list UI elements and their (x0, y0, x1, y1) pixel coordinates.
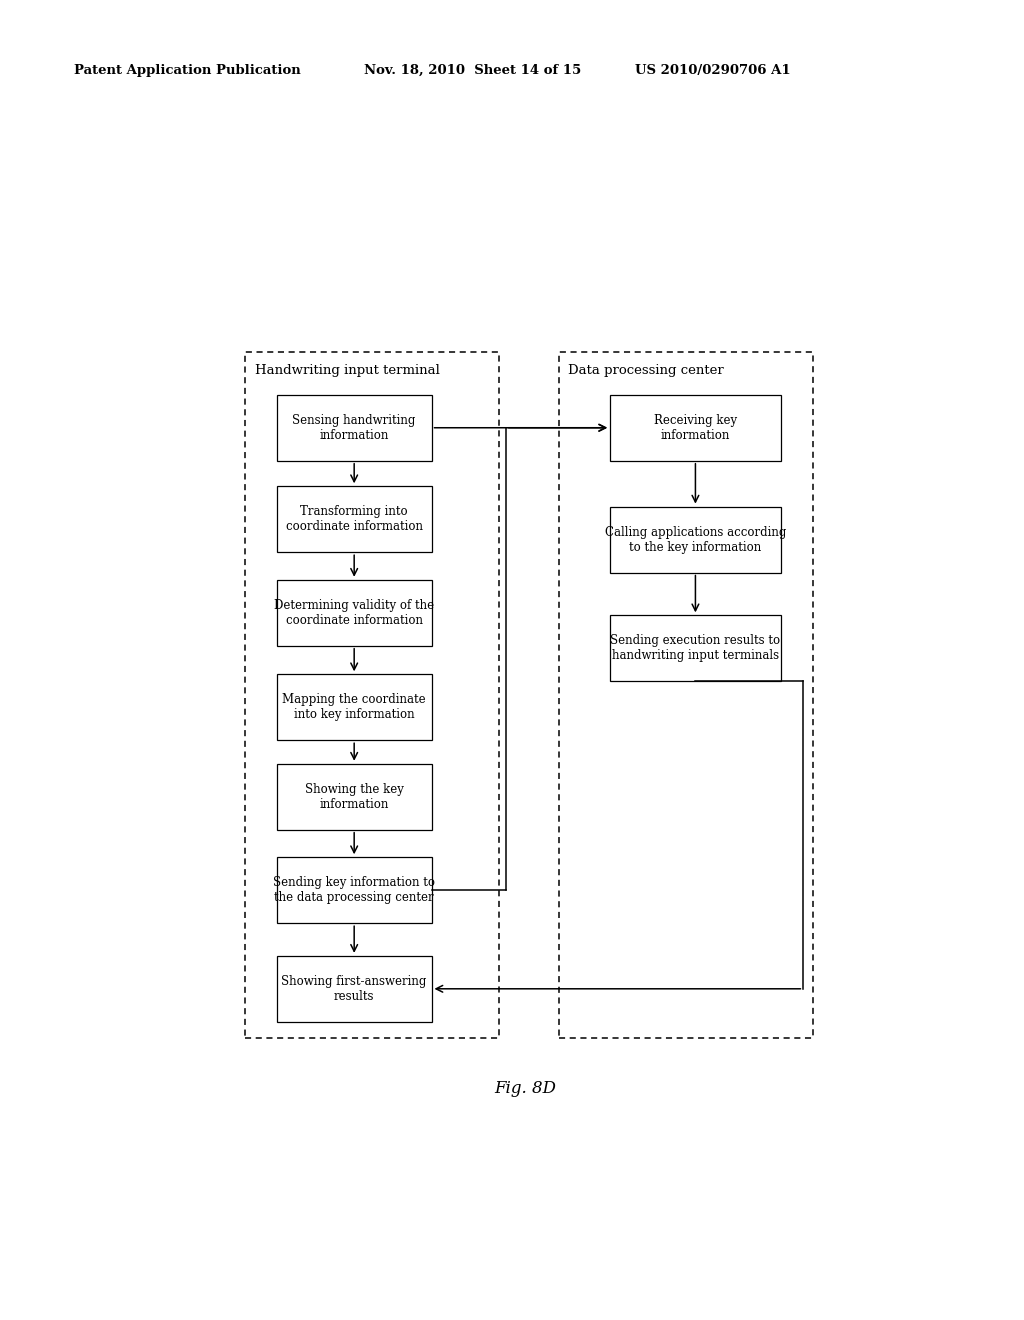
Text: Sensing handwriting
information: Sensing handwriting information (293, 413, 416, 442)
FancyBboxPatch shape (276, 395, 431, 461)
Text: Data processing center: Data processing center (568, 364, 724, 376)
FancyBboxPatch shape (610, 507, 780, 573)
Text: Showing the key
information: Showing the key information (305, 783, 403, 810)
FancyBboxPatch shape (276, 956, 431, 1022)
FancyBboxPatch shape (276, 675, 431, 741)
Text: Receiving key
information: Receiving key information (654, 413, 737, 442)
Text: Showing first-answering
results: Showing first-answering results (282, 974, 427, 1003)
Text: Mapping the coordinate
into key information: Mapping the coordinate into key informat… (283, 693, 426, 721)
Text: Transforming into
coordinate information: Transforming into coordinate information (286, 506, 423, 533)
Text: Patent Application Publication: Patent Application Publication (74, 63, 300, 77)
Text: Handwriting input terminal: Handwriting input terminal (255, 364, 440, 376)
FancyBboxPatch shape (276, 857, 431, 923)
Text: Fig. 8D: Fig. 8D (494, 1080, 556, 1097)
Text: Calling applications according
to the key information: Calling applications according to the ke… (605, 525, 786, 553)
FancyBboxPatch shape (610, 615, 780, 681)
Text: Nov. 18, 2010  Sheet 14 of 15: Nov. 18, 2010 Sheet 14 of 15 (364, 63, 581, 77)
FancyBboxPatch shape (276, 486, 431, 552)
FancyBboxPatch shape (610, 395, 780, 461)
Text: Determining validity of the
coordinate information: Determining validity of the coordinate i… (274, 599, 434, 627)
Text: Sending key information to
the data processing center: Sending key information to the data proc… (273, 876, 435, 904)
Text: US 2010/0290706 A1: US 2010/0290706 A1 (635, 63, 791, 77)
Text: Sending execution results to
handwriting input terminals: Sending execution results to handwriting… (610, 635, 780, 663)
FancyBboxPatch shape (276, 764, 431, 830)
FancyBboxPatch shape (276, 579, 431, 645)
